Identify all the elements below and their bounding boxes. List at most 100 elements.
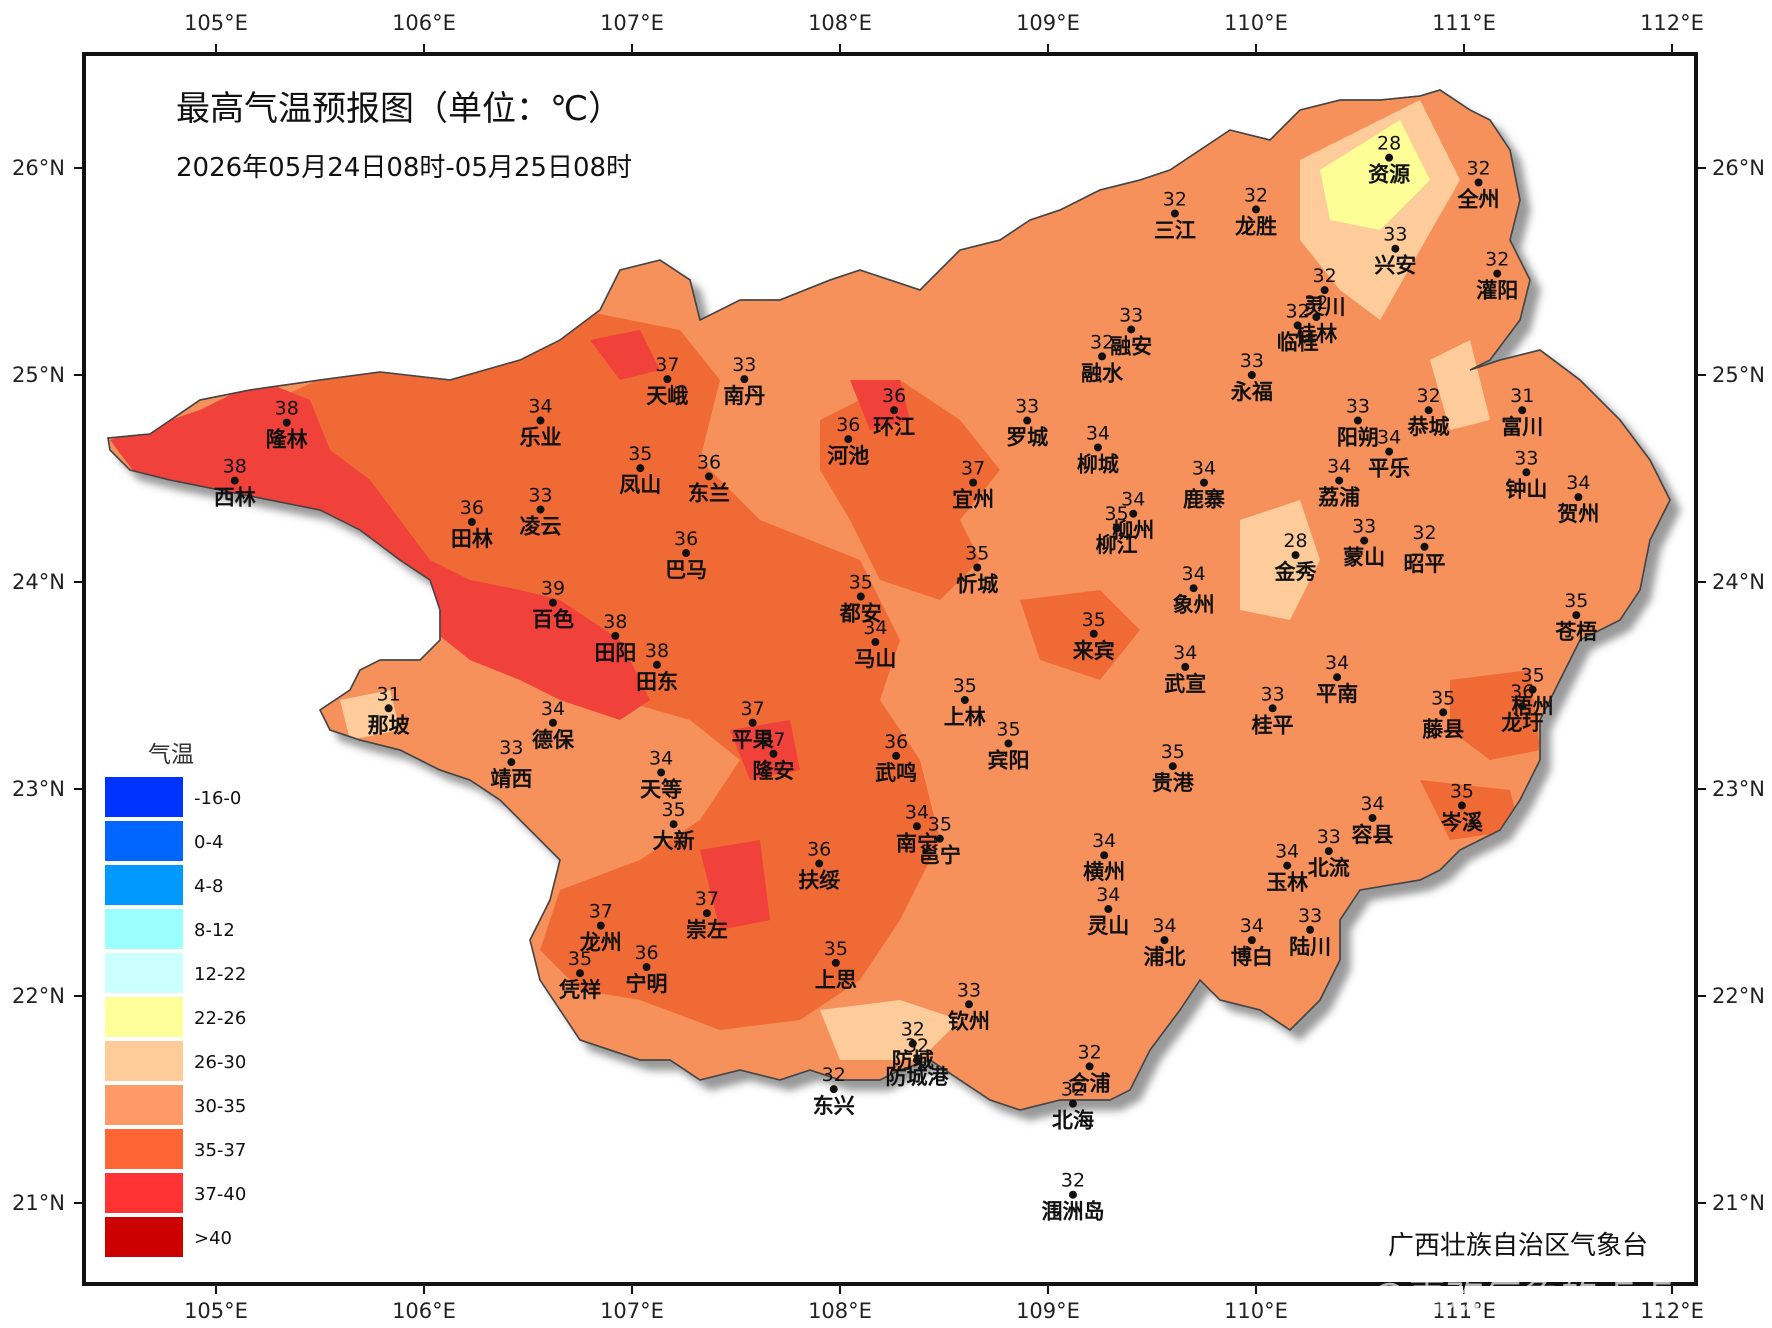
station-name: 融安 — [1110, 334, 1152, 358]
lat-tick-label: 26°N — [1712, 156, 1765, 180]
legend-swatch — [103, 863, 185, 907]
station-name: 环江 — [873, 415, 915, 439]
legend-swatch — [103, 951, 185, 995]
zone-26-30-coast — [820, 1000, 960, 1060]
station-dot — [657, 768, 666, 777]
station-temperature: 37 — [655, 354, 679, 376]
station-name: 平乐 — [1368, 457, 1410, 481]
station-marker: 39 百色 — [532, 578, 574, 632]
station-dot — [1170, 209, 1179, 218]
lat-tick-label: 26°N — [12, 156, 65, 180]
station-temperature: 35 — [1105, 503, 1129, 525]
station-temperature: 34 — [1096, 884, 1120, 906]
station-temperature: 32 — [822, 1064, 846, 1086]
station-marker: 35 柳江 — [1096, 503, 1138, 557]
legend-label: 8-12 — [194, 920, 235, 941]
station-name: 武宣 — [1164, 672, 1206, 696]
station-temperature: 34 — [1377, 427, 1401, 449]
zone-37-40-huanjiang — [850, 380, 910, 430]
station-temperature: 34 — [1086, 422, 1110, 444]
temperature-zones — [110, 100, 1540, 1060]
station-dot — [912, 822, 921, 831]
station-marker: 34 博白 — [1231, 915, 1273, 969]
station-dot — [1112, 524, 1121, 533]
station-temperature: 36 — [1510, 681, 1534, 703]
station-dot — [748, 718, 757, 727]
station-dot — [969, 478, 978, 487]
station-name: 南宁 — [896, 831, 938, 855]
legend-swatch — [103, 1215, 185, 1259]
station-name: 靖西 — [490, 767, 532, 791]
station-temperature: 32 — [1244, 184, 1268, 206]
station-marker: 38 隆林 — [266, 398, 308, 452]
station-marker: 32 灌阳 — [1476, 249, 1518, 303]
station-temperature: 34 — [1360, 793, 1384, 815]
station-marker: 32 昭平 — [1403, 522, 1445, 576]
station-name: 玉林 — [1266, 871, 1308, 895]
station-temperature: 36 — [674, 528, 698, 550]
station-dot — [1291, 551, 1300, 560]
station-dot — [1391, 244, 1400, 253]
station-name: 阳朔 — [1337, 426, 1379, 450]
station-marker: 34 柳城 — [1077, 422, 1119, 476]
lon-tick-label: 106°E — [392, 11, 456, 35]
station-temperature: 36 — [882, 385, 906, 407]
station-marker: 36 田林 — [451, 497, 493, 551]
station-temperature: 32 — [1078, 1041, 1102, 1063]
station-temperature: 36 — [884, 731, 908, 753]
station-dot — [769, 749, 778, 758]
station-dot — [704, 472, 713, 481]
lon-tick-label: 111°E — [1432, 11, 1496, 35]
legend-swatch — [103, 1171, 185, 1215]
station-dot — [740, 375, 749, 384]
station-temperature: 33 — [1514, 447, 1538, 469]
station-marker: 34 玉林 — [1266, 841, 1308, 895]
zone-35-37-cenxi — [1420, 780, 1520, 840]
legend-swatch — [103, 819, 185, 863]
legend-swatch — [103, 1127, 185, 1171]
station-temperature: 37 — [961, 458, 985, 480]
station-dot — [282, 418, 291, 427]
station-dot — [1324, 847, 1333, 856]
lon-tick-label: 111°E — [1432, 1299, 1496, 1323]
station-name: 横州 — [1083, 860, 1125, 884]
zone-35-37-central — [820, 380, 1000, 600]
station-marker: 35 忻城 — [956, 543, 998, 597]
station-dot — [1368, 813, 1377, 822]
station-marker: 31 富川 — [1501, 385, 1543, 439]
station-dot — [576, 969, 584, 978]
station-dot — [1093, 443, 1102, 452]
station-marker: 34 德保 — [532, 698, 575, 752]
station-name: 东兰 — [688, 481, 730, 505]
station-dot — [1247, 936, 1256, 945]
station-name: 天等 — [640, 777, 682, 801]
station-marker: 35 岑溪 — [1441, 781, 1484, 835]
station-name: 柳江 — [1096, 533, 1138, 557]
station-name: 柳城 — [1077, 452, 1119, 476]
station-temperature: 32 — [1412, 522, 1436, 544]
station-dot — [1522, 468, 1531, 477]
station-temperature: 35 — [568, 948, 592, 970]
station-marker: 35 上林 — [944, 675, 986, 729]
station-temperature: 35 — [1521, 665, 1545, 687]
station-name: 南丹 — [723, 384, 765, 408]
station-marker: 35 贵港 — [1152, 741, 1195, 795]
legend-swatch — [103, 1039, 185, 1083]
lat-tick-label: 22°N — [12, 984, 65, 1008]
station-dot — [1518, 702, 1527, 711]
station-marker: 35 凤山 — [619, 443, 661, 497]
station-dot — [908, 1039, 917, 1048]
station-name: 龙圩 — [1501, 711, 1543, 735]
station-temperature: 38 — [645, 640, 669, 662]
station-temperature: 34 — [1275, 841, 1299, 863]
station-temperature: 33 — [528, 485, 552, 507]
station-name: 隆林 — [266, 428, 308, 452]
station-name: 东兴 — [813, 1094, 855, 1118]
station-name: 兴安 — [1374, 254, 1416, 278]
station-marker: 35 邕宁 — [919, 814, 961, 868]
station-marker: 28 金秀 — [1274, 530, 1317, 584]
station-name: 岑溪 — [1441, 811, 1484, 835]
station-dot — [1528, 685, 1537, 694]
station-dot — [1247, 371, 1256, 379]
